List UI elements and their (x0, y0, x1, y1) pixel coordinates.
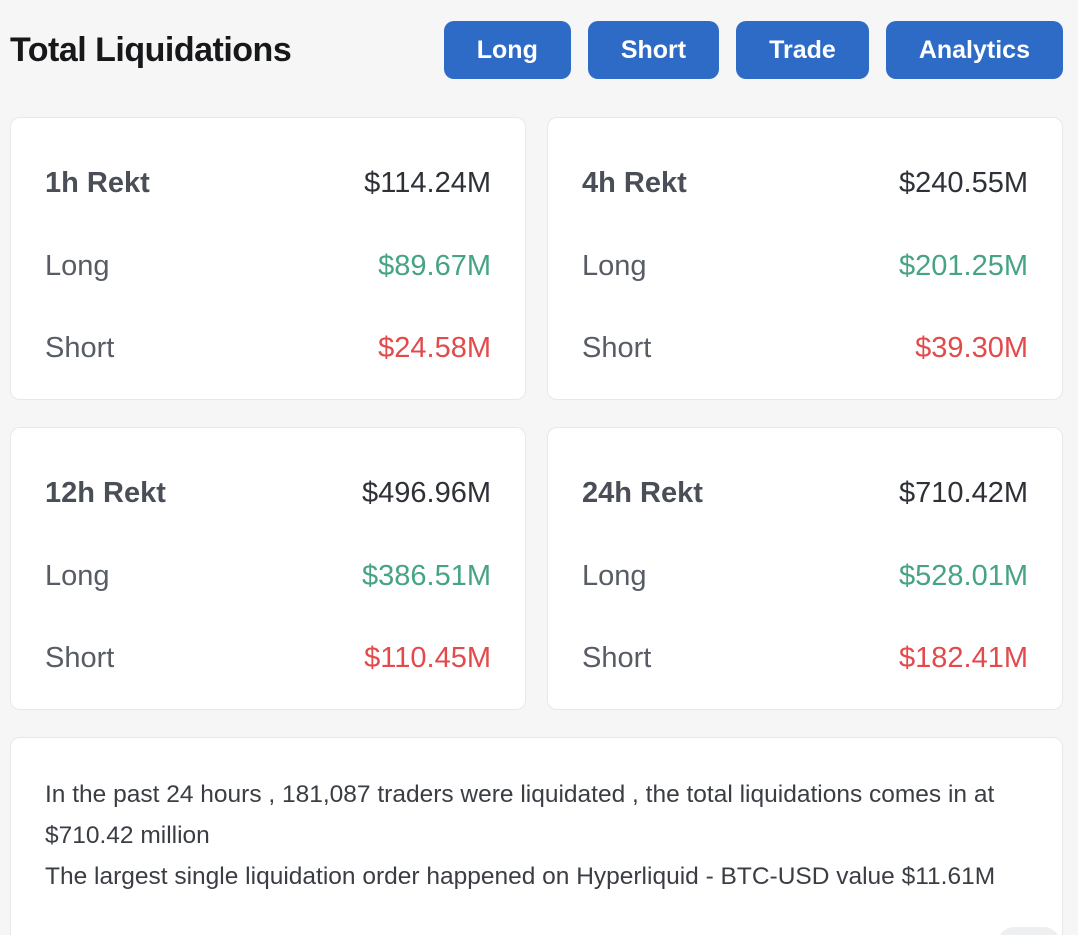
total-value: $496.96M (362, 477, 491, 509)
short-row: Short $24.58M (45, 331, 491, 365)
rekt-card-4h: 4h Rekt $240.55M Long $201.25M Short $39… (547, 117, 1063, 400)
long-label: Long (45, 559, 110, 592)
settings-button[interactable] (998, 927, 1060, 935)
analytics-button[interactable]: Analytics (885, 21, 1063, 79)
long-row: Long $386.51M (45, 559, 491, 593)
page: Total Liquidations Long Short Trade Anal… (10, 21, 1063, 935)
card-header-row: 12h Rekt $496.96M (45, 476, 491, 510)
period-label: 24h Rekt (582, 477, 703, 509)
long-row: Long $528.01M (582, 559, 1028, 593)
long-row: Long $201.25M (582, 249, 1028, 283)
short-row: Short $110.45M (45, 641, 491, 675)
total-value: $710.42M (899, 477, 1028, 509)
long-label: Long (582, 559, 647, 592)
long-label: Long (45, 249, 110, 282)
summary-line-2: The largest single liquidation order hap… (45, 863, 996, 890)
card-header-row: 1h Rekt $114.24M (45, 166, 491, 200)
short-label: Short (45, 332, 115, 364)
long-label: Long (582, 249, 647, 282)
short-button[interactable]: Short (587, 21, 720, 79)
short-label: Short (582, 332, 652, 364)
long-button[interactable]: Long (443, 21, 571, 79)
summary-line-1: In the past 24 hours , 181,087 traders w… (45, 781, 995, 849)
long-row: Long $89.67M (45, 249, 491, 283)
short-value: $39.30M (915, 332, 1028, 364)
header-buttons: Long Short Trade Analytics (443, 21, 1063, 79)
short-label: Short (45, 642, 115, 674)
total-value: $114.24M (364, 167, 491, 199)
short-row: Short $182.41M (582, 641, 1028, 675)
long-value: $89.67M (378, 249, 491, 282)
summary-card: In the past 24 hours , 181,087 traders w… (10, 737, 1063, 935)
rekt-cards-grid: 1h Rekt $114.24M Long $89.67M Short $24.… (10, 117, 1063, 710)
trade-button[interactable]: Trade (736, 21, 869, 79)
page-title: Total Liquidations (10, 30, 292, 69)
short-value: $110.45M (364, 642, 491, 674)
long-value: $386.51M (362, 559, 491, 592)
short-value: $182.41M (899, 642, 1028, 674)
rekt-card-1h: 1h Rekt $114.24M Long $89.67M Short $24.… (10, 117, 526, 400)
total-value: $240.55M (899, 167, 1028, 199)
long-value: $201.25M (899, 249, 1028, 282)
short-row: Short $39.30M (582, 331, 1028, 365)
card-header-row: 4h Rekt $240.55M (582, 166, 1028, 200)
short-label: Short (582, 642, 652, 674)
short-value: $24.58M (378, 332, 491, 364)
period-label: 1h Rekt (45, 167, 150, 199)
long-value: $528.01M (899, 559, 1028, 592)
card-header-row: 24h Rekt $710.42M (582, 476, 1028, 510)
header: Total Liquidations Long Short Trade Anal… (10, 21, 1063, 79)
rekt-card-24h: 24h Rekt $710.42M Long $528.01M Short $1… (547, 427, 1063, 710)
rekt-card-12h: 12h Rekt $496.96M Long $386.51M Short $1… (10, 427, 526, 710)
period-label: 4h Rekt (582, 167, 687, 199)
period-label: 12h Rekt (45, 477, 166, 509)
